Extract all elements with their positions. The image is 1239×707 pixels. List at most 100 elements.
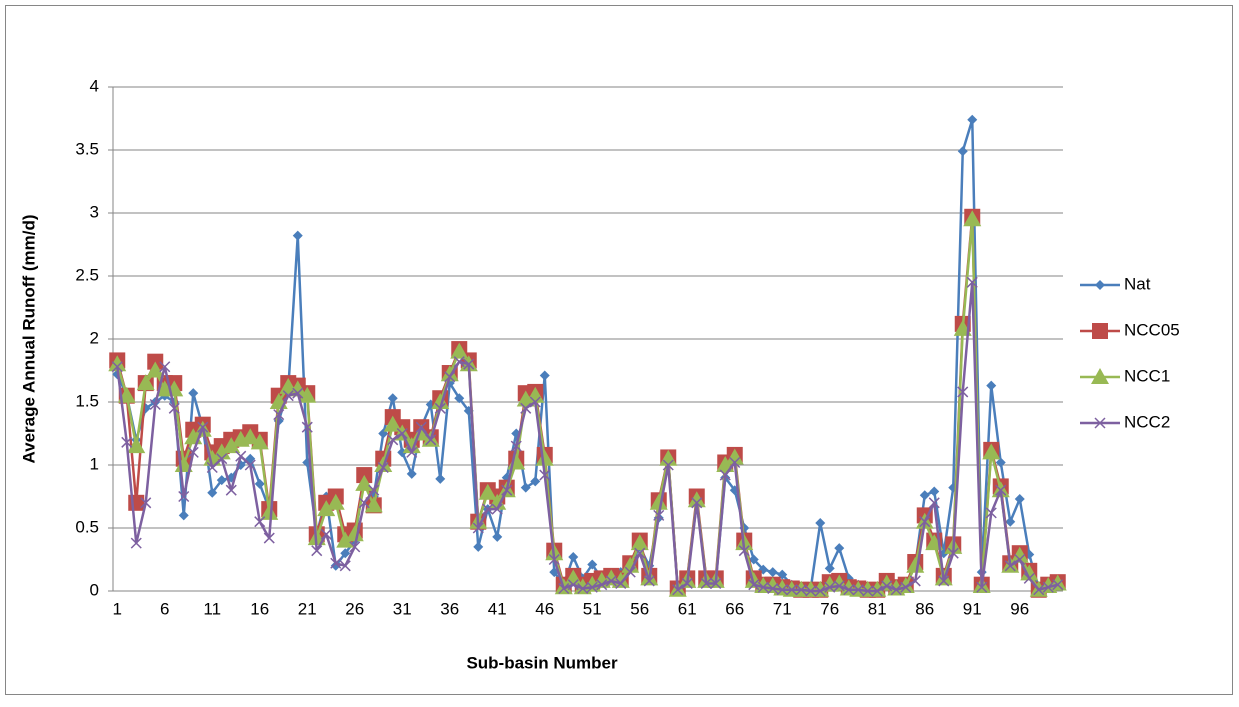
marker	[188, 388, 199, 399]
marker	[216, 475, 227, 486]
marker	[529, 396, 541, 408]
marker	[700, 577, 712, 589]
marker	[906, 556, 925, 573]
marker	[235, 450, 247, 462]
marker	[587, 559, 598, 570]
marker	[128, 494, 145, 511]
marker	[767, 582, 779, 595]
marker	[662, 459, 674, 471]
marker	[919, 516, 931, 528]
marker	[434, 402, 446, 414]
legend-label: Nat	[1124, 274, 1151, 293]
marker	[1014, 494, 1025, 505]
marker	[263, 532, 275, 544]
marker	[387, 434, 399, 446]
marker	[159, 361, 171, 373]
marker	[473, 541, 484, 552]
marker	[425, 434, 437, 446]
marker	[824, 563, 835, 574]
marker	[358, 497, 370, 509]
y-axis-title: Average Annual Runoff (mm/d)	[19, 214, 38, 463]
x-tick-label: 16	[250, 599, 269, 618]
marker	[454, 393, 465, 404]
marker	[244, 459, 256, 471]
x-tick-label: 96	[1010, 599, 1029, 618]
marker	[539, 370, 550, 381]
marker	[478, 483, 497, 500]
marker	[450, 342, 469, 359]
marker	[444, 371, 456, 383]
marker	[377, 461, 389, 474]
marker	[491, 503, 503, 515]
marker	[339, 560, 351, 572]
marker	[402, 437, 421, 454]
marker	[254, 478, 265, 489]
marker	[355, 474, 374, 491]
legend-marker	[1094, 417, 1106, 429]
marker	[317, 500, 336, 517]
marker	[833, 580, 845, 592]
marker	[178, 510, 189, 521]
marker	[982, 443, 1001, 460]
x-tick-label: 31	[393, 599, 412, 618]
marker	[330, 557, 342, 569]
marker	[222, 437, 241, 454]
marker	[250, 433, 269, 450]
marker	[871, 585, 883, 597]
marker	[187, 446, 199, 458]
x-tick-label: 1	[113, 599, 122, 618]
marker	[643, 575, 655, 587]
marker	[814, 585, 826, 597]
marker	[539, 469, 551, 481]
marker	[672, 584, 684, 596]
marker	[577, 582, 589, 595]
marker	[630, 534, 649, 551]
legend-marker	[1092, 323, 1108, 339]
y-tick-label: 3	[90, 202, 99, 221]
marker	[178, 490, 190, 503]
marker	[111, 361, 123, 373]
marker	[805, 585, 817, 597]
marker	[501, 484, 513, 496]
marker	[659, 449, 678, 466]
marker	[149, 398, 161, 411]
marker	[687, 491, 706, 508]
marker	[1004, 560, 1016, 572]
marker	[406, 446, 418, 458]
marker	[197, 421, 209, 433]
marker	[881, 580, 893, 592]
marker	[834, 543, 845, 554]
marker	[292, 230, 303, 241]
x-axis-title: Sub-basin Number	[466, 653, 618, 672]
marker	[492, 531, 503, 542]
marker	[526, 386, 545, 403]
y-tick-label: 1.5	[75, 391, 99, 410]
x-tick-label: 66	[725, 599, 744, 618]
y-tick-label: 2	[90, 328, 99, 347]
marker	[510, 440, 522, 452]
marker	[900, 581, 912, 593]
marker	[301, 421, 313, 433]
marker	[691, 497, 703, 509]
legend-label: NCC2	[1124, 412, 1170, 431]
marker	[127, 437, 146, 454]
x-tick-label: 41	[488, 599, 507, 618]
marker	[320, 528, 332, 540]
marker	[108, 355, 127, 372]
marker	[738, 545, 750, 557]
x-tick-label: 71	[773, 599, 792, 618]
marker	[482, 503, 494, 515]
marker	[387, 393, 398, 404]
marker	[795, 584, 807, 596]
marker	[368, 484, 380, 496]
marker	[1052, 579, 1064, 591]
marker	[364, 496, 383, 513]
marker	[986, 380, 997, 391]
marker	[288, 380, 307, 397]
marker	[567, 579, 579, 591]
marker	[919, 490, 930, 501]
marker	[605, 575, 617, 587]
marker	[624, 566, 636, 578]
